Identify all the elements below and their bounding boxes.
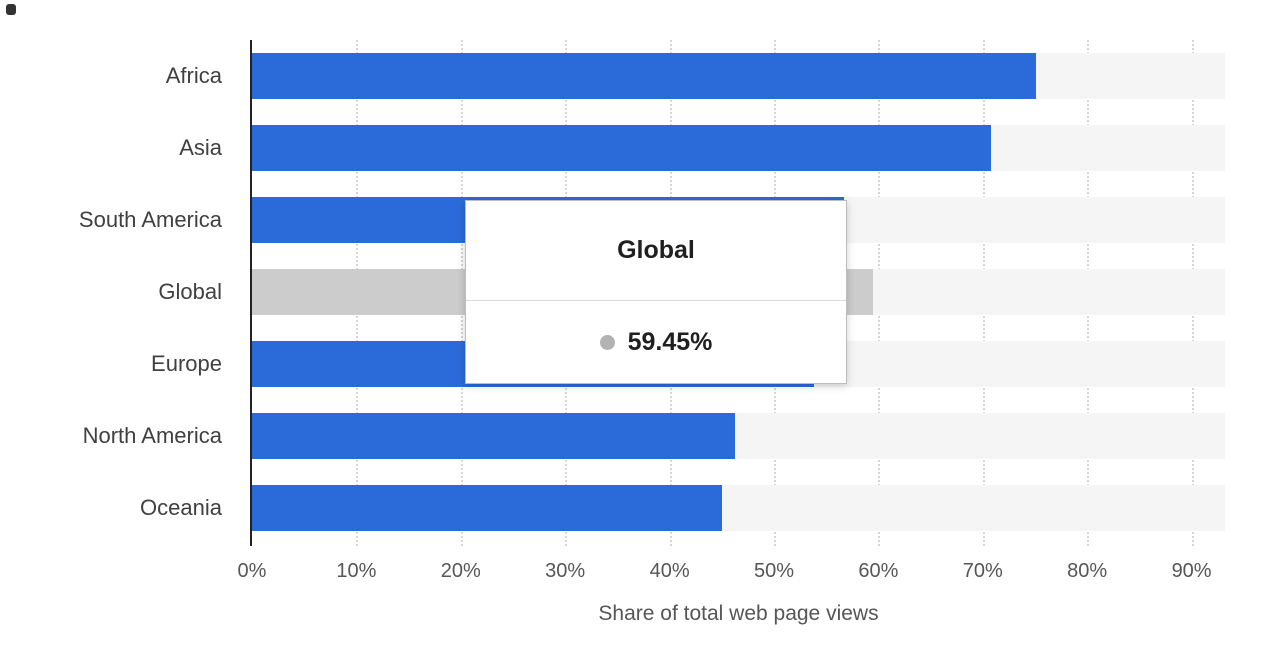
x-tick-label: 40% [649,560,690,582]
x-tick-label: 10% [336,560,377,582]
series-marker-dot [599,334,615,350]
bar-row: Africa [166,40,1225,112]
tooltip-title: Global [617,236,695,264]
x-axis-ticks: 0% 10% 20% 30% 40% 50% 60% 70% 80% 90% [238,560,1225,586]
x-axis-title: Share of total web page views [598,602,879,625]
category-label: North America [82,423,222,448]
x-tick-label: 0% [237,560,267,582]
tooltip: Global 59.45% [465,200,847,384]
category-label: Oceania [140,495,222,520]
bar-row: North America [83,400,1225,472]
bar-row: Asia [179,112,1225,184]
x-tick-label: 50% [753,560,794,582]
tooltip-body: 59.45% [466,301,846,383]
bar-africa[interactable] [252,53,1037,99]
category-label: Global [158,279,222,304]
category-label: South America [78,207,222,232]
tooltip-header: Global [466,201,846,301]
tooltip-value: 59.45% [627,327,713,356]
x-tick-label: 30% [545,560,586,582]
x-tick-label: 90% [1171,560,1212,582]
category-label: Asia [179,135,222,160]
bar-row: Oceania [140,472,1225,544]
x-tick-label: 60% [858,560,899,582]
corner-artifact [6,4,16,15]
category-label: Europe [151,351,222,376]
x-tick-label: 80% [1067,560,1108,582]
bar-oceania[interactable] [252,485,722,531]
x-tick-label: 20% [440,560,481,582]
bar-asia[interactable] [252,125,992,171]
y-axis-line [250,40,252,546]
bar-north-america[interactable] [252,413,736,459]
category-label: Africa [165,63,222,88]
x-tick-label: 70% [962,560,1003,582]
